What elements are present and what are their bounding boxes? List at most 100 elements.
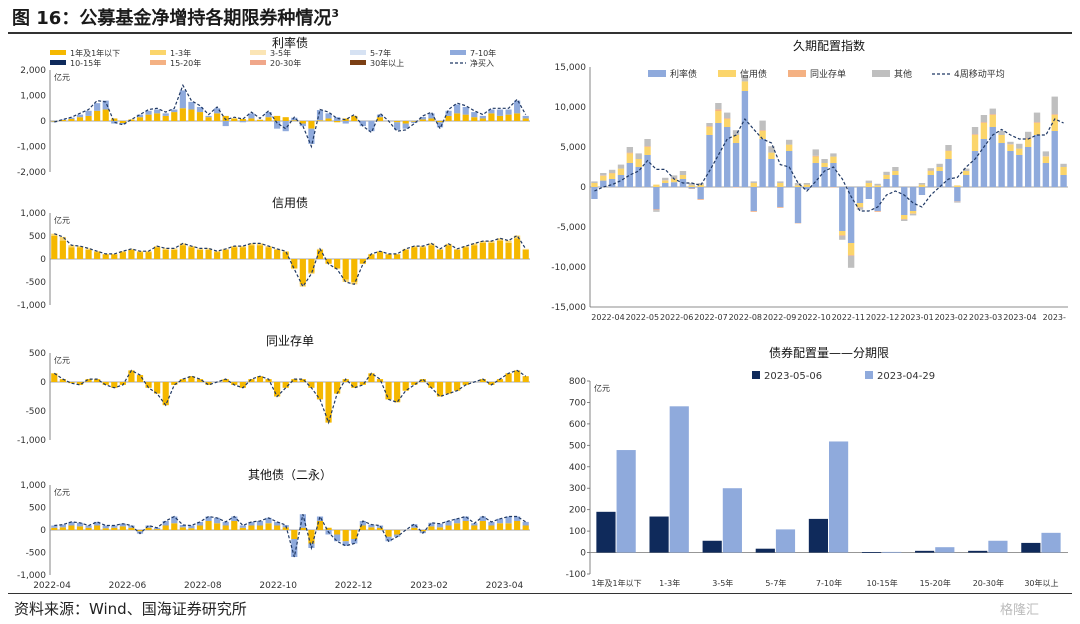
bar-segment [325, 118, 332, 121]
bar-segment [419, 247, 426, 259]
allocation-bar [829, 441, 849, 553]
bar-segment [205, 521, 212, 530]
bar-segment [205, 516, 212, 521]
bar-segment [635, 167, 642, 187]
watermark: 格隆汇 [1000, 603, 1040, 618]
legend-swatch [250, 60, 266, 65]
bar-segment [316, 249, 324, 259]
bar-segment [256, 119, 264, 121]
bar-segment [136, 117, 144, 121]
bar-segment [102, 254, 109, 259]
bar-segment [274, 115, 281, 121]
bar-segment [454, 518, 461, 524]
x-tick-label: 2023-02 [410, 581, 448, 591]
bar-segment [454, 113, 461, 121]
bar-segment [188, 109, 195, 121]
bar-segment [874, 187, 881, 211]
bar-segment [505, 109, 512, 115]
bar-segment [830, 163, 837, 187]
bar-segment [102, 525, 109, 529]
bar-segment [154, 246, 161, 248]
bar-segment [428, 113, 435, 119]
y-tick-label: 800 [569, 377, 586, 387]
bar-segment [265, 112, 272, 118]
x-tick-label: 30年以上 [1024, 578, 1058, 588]
bar-segment [308, 259, 315, 273]
bar-segment [462, 516, 469, 521]
bar-segment [471, 523, 478, 526]
bar-segment [385, 530, 392, 537]
y-tick-label: 600 [569, 420, 586, 430]
bar-segment [231, 382, 238, 385]
bar-segment [325, 259, 332, 264]
legend-swatch [150, 60, 166, 65]
legend-label: 4周移动平均 [954, 68, 1005, 80]
bar-segment [385, 382, 392, 400]
x-tick-label: 2023- [1043, 313, 1066, 322]
bar-segment [706, 126, 713, 127]
bar-segment [76, 117, 84, 121]
x-tick-label: 15-20年 [920, 578, 951, 588]
bar-segment [505, 114, 512, 121]
x-tick-label: 2022-05 [626, 313, 659, 322]
bar-segment [145, 382, 152, 388]
bar-segment [688, 187, 695, 189]
bar-segment [883, 171, 890, 175]
legend-label: 5-7年 [370, 48, 391, 58]
bar-segment [600, 175, 607, 181]
bar-segment [715, 111, 722, 123]
bar-segment [411, 246, 418, 248]
bar-segment [342, 279, 349, 282]
bar-segment [600, 173, 607, 176]
bar-segment [419, 379, 426, 382]
bar-segment [231, 516, 238, 521]
bar-segment [248, 243, 255, 246]
bar-segment [496, 238, 504, 241]
bar-segment [256, 521, 264, 526]
bar-segment [171, 382, 178, 385]
bar-segment [342, 121, 349, 124]
bar-segment [94, 103, 101, 111]
bar-segment [445, 521, 452, 526]
y-tick-label: 500 [29, 504, 46, 514]
bar-segment [1024, 147, 1032, 187]
bar-segment [479, 115, 486, 119]
allocation-bar [1041, 532, 1061, 553]
bar-segment [402, 382, 409, 391]
bar-segment [334, 534, 341, 542]
bar-segment [265, 379, 272, 382]
bar-segment [724, 127, 731, 187]
bar-segment [239, 246, 246, 248]
bar-segment [359, 121, 366, 127]
bar-segment [222, 525, 229, 530]
bar-segment [653, 210, 660, 212]
bar-segment [171, 523, 178, 530]
bar-segment [205, 115, 212, 118]
bar-segment [248, 521, 255, 526]
unit-label: 亿元 [54, 355, 70, 365]
bar-segment [471, 117, 478, 121]
bar-segment [222, 121, 229, 127]
y-tick-label: 0 [580, 183, 586, 193]
bar-segment [299, 121, 306, 124]
bar-segment [488, 382, 495, 385]
bar-segment [376, 379, 384, 382]
allocation-bar [669, 406, 689, 553]
bar-segment [351, 539, 358, 544]
bar-segment [248, 245, 255, 259]
bar-segment [239, 527, 246, 530]
bar-segment [901, 219, 908, 221]
bar-segment [839, 235, 846, 236]
bar-segment [479, 379, 486, 382]
bar-segment [777, 187, 784, 207]
bar-segment [291, 379, 298, 382]
x-tick-label: 2023-03 [969, 313, 1002, 322]
bar-segment [954, 201, 961, 203]
bar-segment [971, 151, 979, 187]
bar-segment [51, 525, 58, 528]
bar-segment [617, 175, 625, 187]
bar-segment [68, 118, 75, 121]
bar-segment [670, 182, 678, 187]
bar-segment [291, 530, 298, 539]
y-tick-label: 0 [580, 549, 586, 559]
